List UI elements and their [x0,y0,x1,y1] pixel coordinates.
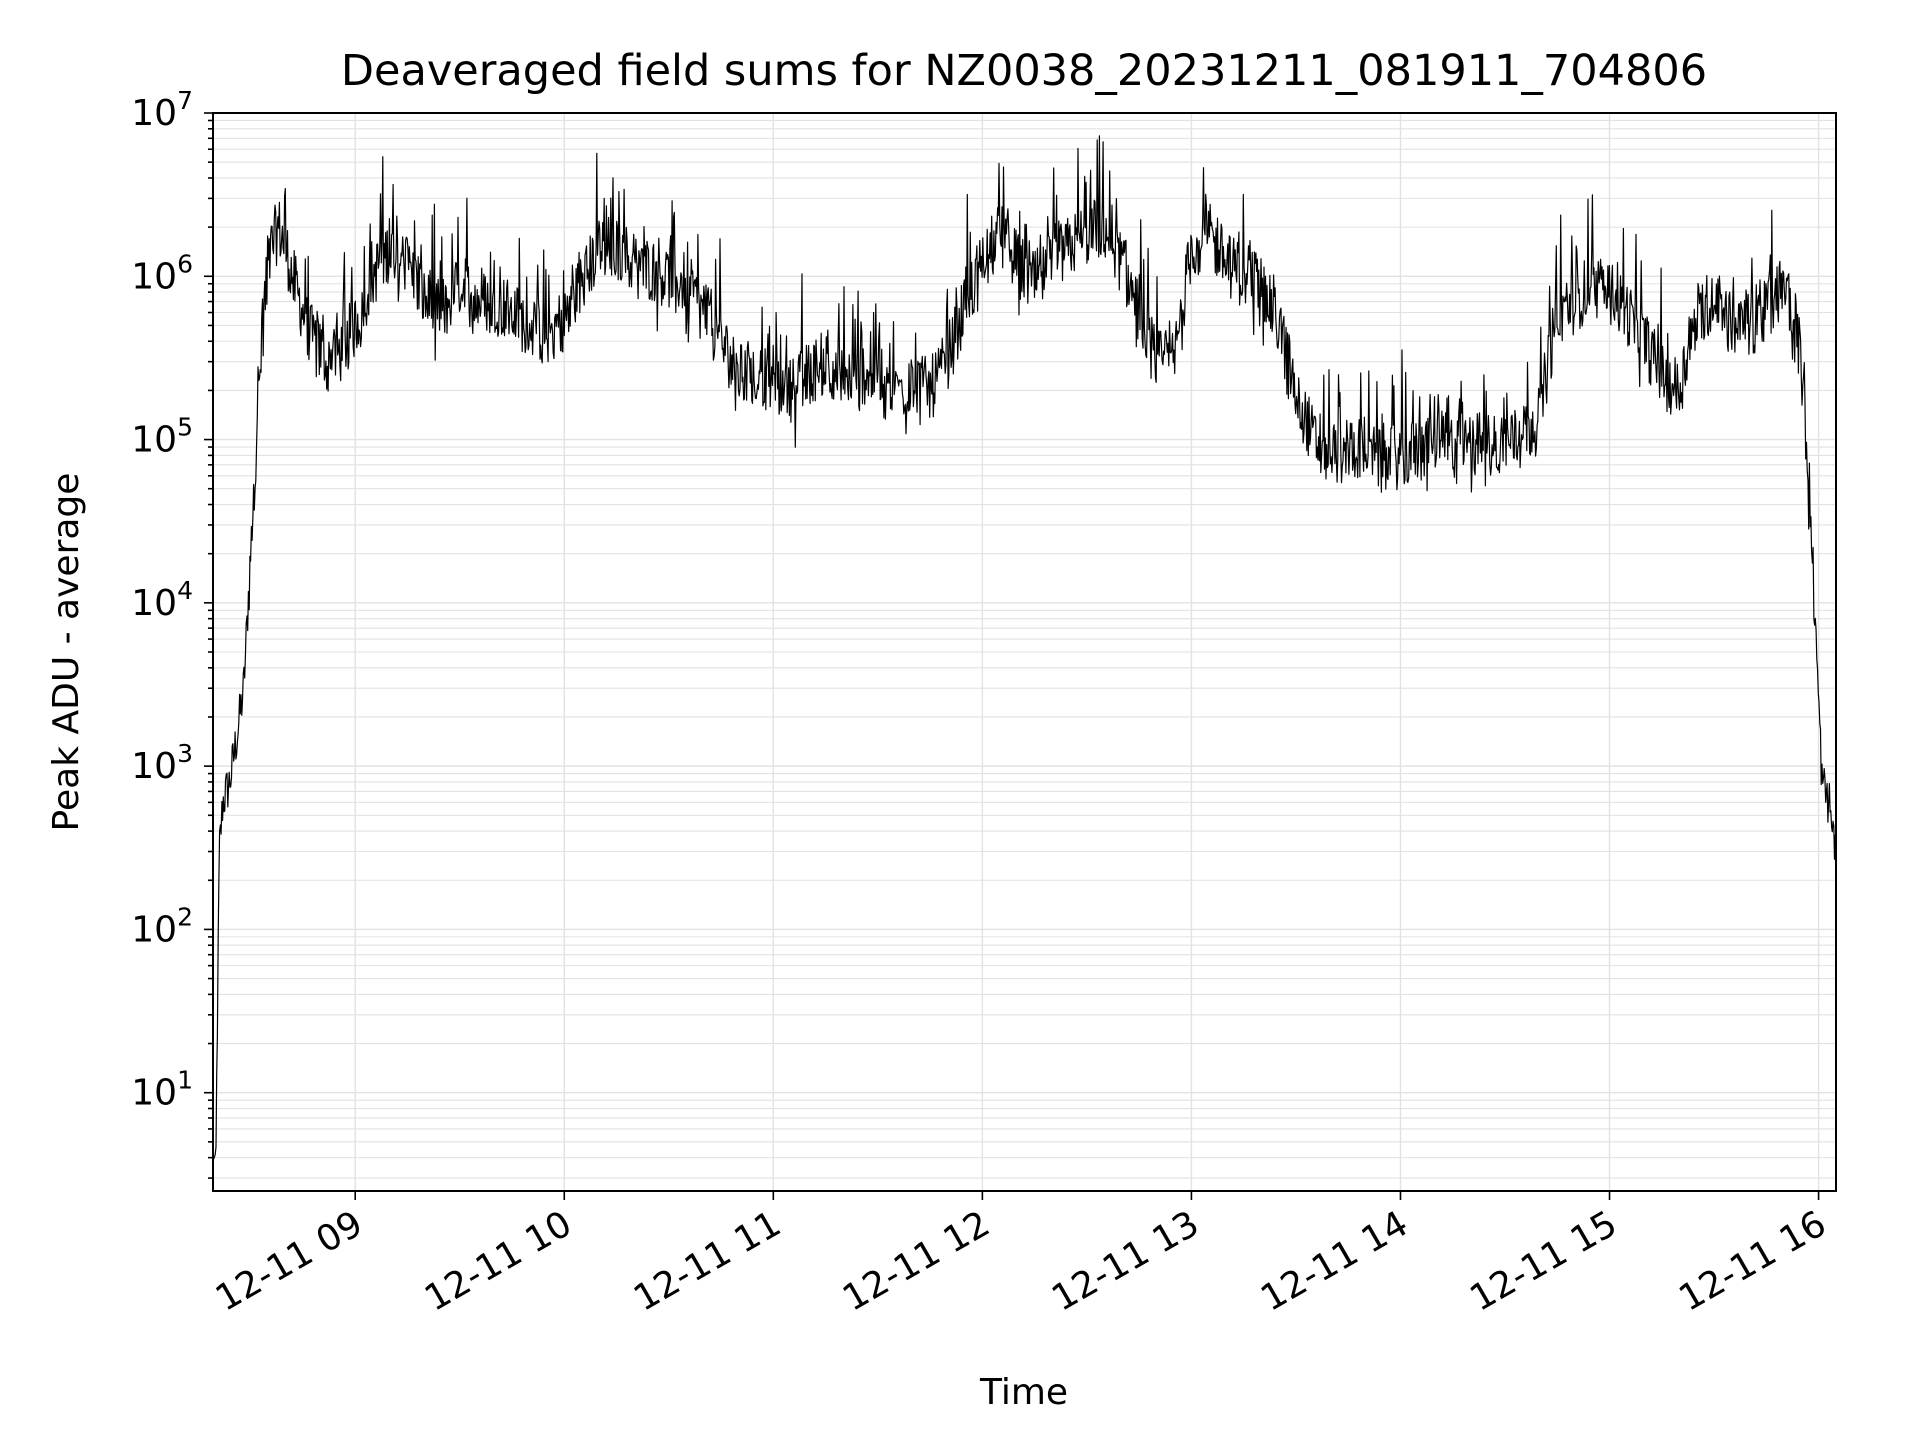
grid-layer [213,112,1836,1191]
data-layer [212,135,1837,1160]
x-axis-label: Time [979,1372,1068,1413]
y-tick-label: 107 [131,86,193,134]
y-tick-label: 102 [131,902,193,950]
y-tick-label: 106 [131,249,193,297]
series-line [212,135,1837,1160]
y-tick-label: 101 [131,1066,193,1114]
chart-title: Deaveraged field sums for NZ0038_2023121… [341,46,1707,96]
y-tick-label: 104 [131,576,193,624]
label-layer: Deaveraged field sums for NZ0038_2023121… [46,46,1707,1413]
y-axis-label: Peak ADU - average [46,473,87,832]
y-tick-label: 103 [131,739,193,787]
y-tick-label: 105 [131,413,193,461]
